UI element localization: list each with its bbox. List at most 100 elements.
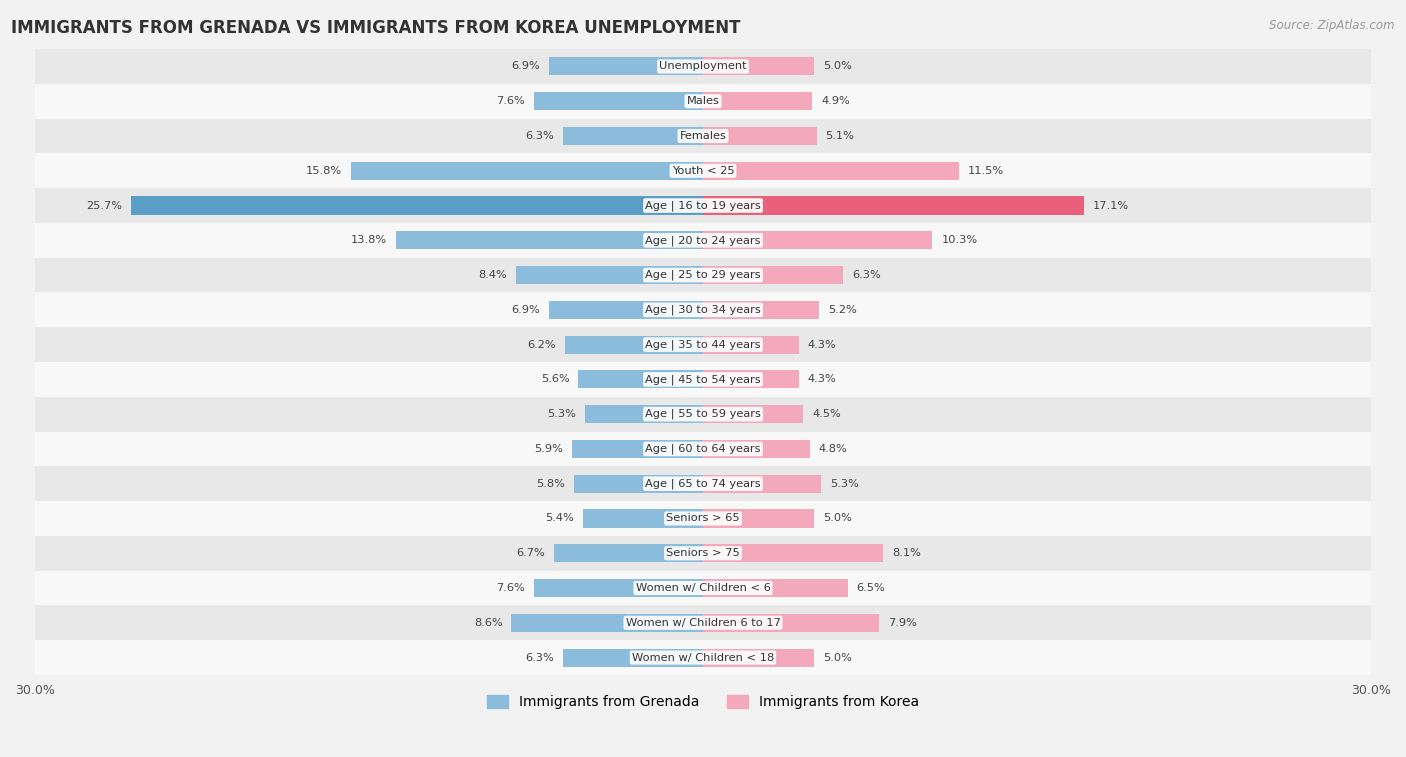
Bar — [703, 162, 959, 180]
Bar — [703, 301, 818, 319]
Text: 5.3%: 5.3% — [547, 410, 576, 419]
Bar — [534, 92, 703, 111]
Text: 6.5%: 6.5% — [856, 583, 886, 593]
Bar — [703, 509, 814, 528]
Bar — [35, 536, 1371, 571]
Text: 4.3%: 4.3% — [807, 340, 837, 350]
Bar — [550, 58, 703, 76]
Bar — [534, 579, 703, 597]
Text: 30.0%: 30.0% — [1351, 684, 1391, 696]
Bar — [550, 301, 703, 319]
Bar — [35, 154, 1371, 188]
Text: 6.3%: 6.3% — [524, 131, 554, 141]
Text: 5.3%: 5.3% — [830, 478, 859, 489]
Text: 6.9%: 6.9% — [512, 305, 540, 315]
Bar — [703, 614, 879, 632]
Text: Seniors > 65: Seniors > 65 — [666, 513, 740, 524]
Text: 5.6%: 5.6% — [541, 375, 569, 385]
Text: Women w/ Children 6 to 17: Women w/ Children 6 to 17 — [626, 618, 780, 628]
Text: 5.9%: 5.9% — [534, 444, 562, 454]
Text: 4.3%: 4.3% — [807, 375, 837, 385]
Bar — [703, 475, 821, 493]
Text: 25.7%: 25.7% — [86, 201, 122, 210]
Text: Age | 25 to 29 years: Age | 25 to 29 years — [645, 269, 761, 280]
Bar — [574, 475, 703, 493]
Legend: Immigrants from Grenada, Immigrants from Korea: Immigrants from Grenada, Immigrants from… — [481, 690, 925, 715]
Bar — [35, 640, 1371, 675]
Bar — [572, 440, 703, 458]
Text: 8.6%: 8.6% — [474, 618, 502, 628]
Text: Males: Males — [686, 96, 720, 106]
Text: 5.1%: 5.1% — [825, 131, 855, 141]
Bar — [35, 257, 1371, 292]
Text: 15.8%: 15.8% — [307, 166, 342, 176]
Text: Seniors > 75: Seniors > 75 — [666, 548, 740, 558]
Bar — [703, 197, 1084, 214]
Bar — [703, 232, 932, 249]
Bar — [35, 188, 1371, 223]
Text: 4.8%: 4.8% — [818, 444, 848, 454]
Bar — [516, 266, 703, 284]
Text: Women w/ Children < 6: Women w/ Children < 6 — [636, 583, 770, 593]
Text: 5.0%: 5.0% — [824, 653, 852, 662]
Bar — [35, 119, 1371, 154]
Text: Unemployment: Unemployment — [659, 61, 747, 71]
Bar — [131, 197, 703, 214]
Bar — [35, 606, 1371, 640]
Bar — [703, 579, 848, 597]
Bar — [35, 431, 1371, 466]
Bar — [35, 327, 1371, 362]
Bar — [703, 440, 810, 458]
Text: 6.7%: 6.7% — [516, 548, 546, 558]
Text: Source: ZipAtlas.com: Source: ZipAtlas.com — [1270, 19, 1395, 32]
Bar — [512, 614, 703, 632]
Bar — [703, 92, 813, 111]
Bar — [703, 335, 799, 354]
Bar — [585, 405, 703, 423]
Text: 6.2%: 6.2% — [527, 340, 555, 350]
Text: IMMIGRANTS FROM GRENADA VS IMMIGRANTS FROM KOREA UNEMPLOYMENT: IMMIGRANTS FROM GRENADA VS IMMIGRANTS FR… — [11, 19, 741, 37]
Text: 6.9%: 6.9% — [512, 61, 540, 71]
Bar — [562, 649, 703, 667]
Text: Age | 16 to 19 years: Age | 16 to 19 years — [645, 201, 761, 210]
Bar — [35, 501, 1371, 536]
Text: Age | 30 to 34 years: Age | 30 to 34 years — [645, 304, 761, 315]
Text: 17.1%: 17.1% — [1092, 201, 1129, 210]
Text: Age | 45 to 54 years: Age | 45 to 54 years — [645, 374, 761, 385]
Bar — [352, 162, 703, 180]
Text: Females: Females — [679, 131, 727, 141]
Bar — [35, 292, 1371, 327]
Bar — [562, 127, 703, 145]
Text: 5.0%: 5.0% — [824, 61, 852, 71]
Bar — [703, 649, 814, 667]
Bar — [35, 362, 1371, 397]
Bar — [35, 223, 1371, 257]
Text: 5.2%: 5.2% — [828, 305, 856, 315]
Text: 30.0%: 30.0% — [15, 684, 55, 696]
Bar — [703, 544, 883, 562]
Bar — [554, 544, 703, 562]
Bar — [703, 58, 814, 76]
Text: 8.1%: 8.1% — [893, 548, 921, 558]
Text: 5.4%: 5.4% — [546, 513, 574, 524]
Text: Age | 60 to 64 years: Age | 60 to 64 years — [645, 444, 761, 454]
Text: Age | 55 to 59 years: Age | 55 to 59 years — [645, 409, 761, 419]
Bar — [703, 127, 817, 145]
Text: 13.8%: 13.8% — [350, 235, 387, 245]
Text: 7.9%: 7.9% — [887, 618, 917, 628]
Bar — [578, 370, 703, 388]
Text: 7.6%: 7.6% — [496, 583, 524, 593]
Text: 6.3%: 6.3% — [524, 653, 554, 662]
Text: Age | 35 to 44 years: Age | 35 to 44 years — [645, 339, 761, 350]
Bar — [35, 49, 1371, 84]
Bar — [703, 405, 803, 423]
Bar — [35, 84, 1371, 119]
Bar — [35, 466, 1371, 501]
Bar — [565, 335, 703, 354]
Bar — [703, 370, 799, 388]
Text: 5.8%: 5.8% — [536, 478, 565, 489]
Text: 4.9%: 4.9% — [821, 96, 849, 106]
Text: 5.0%: 5.0% — [824, 513, 852, 524]
Text: Age | 20 to 24 years: Age | 20 to 24 years — [645, 235, 761, 245]
Text: 4.5%: 4.5% — [813, 410, 841, 419]
